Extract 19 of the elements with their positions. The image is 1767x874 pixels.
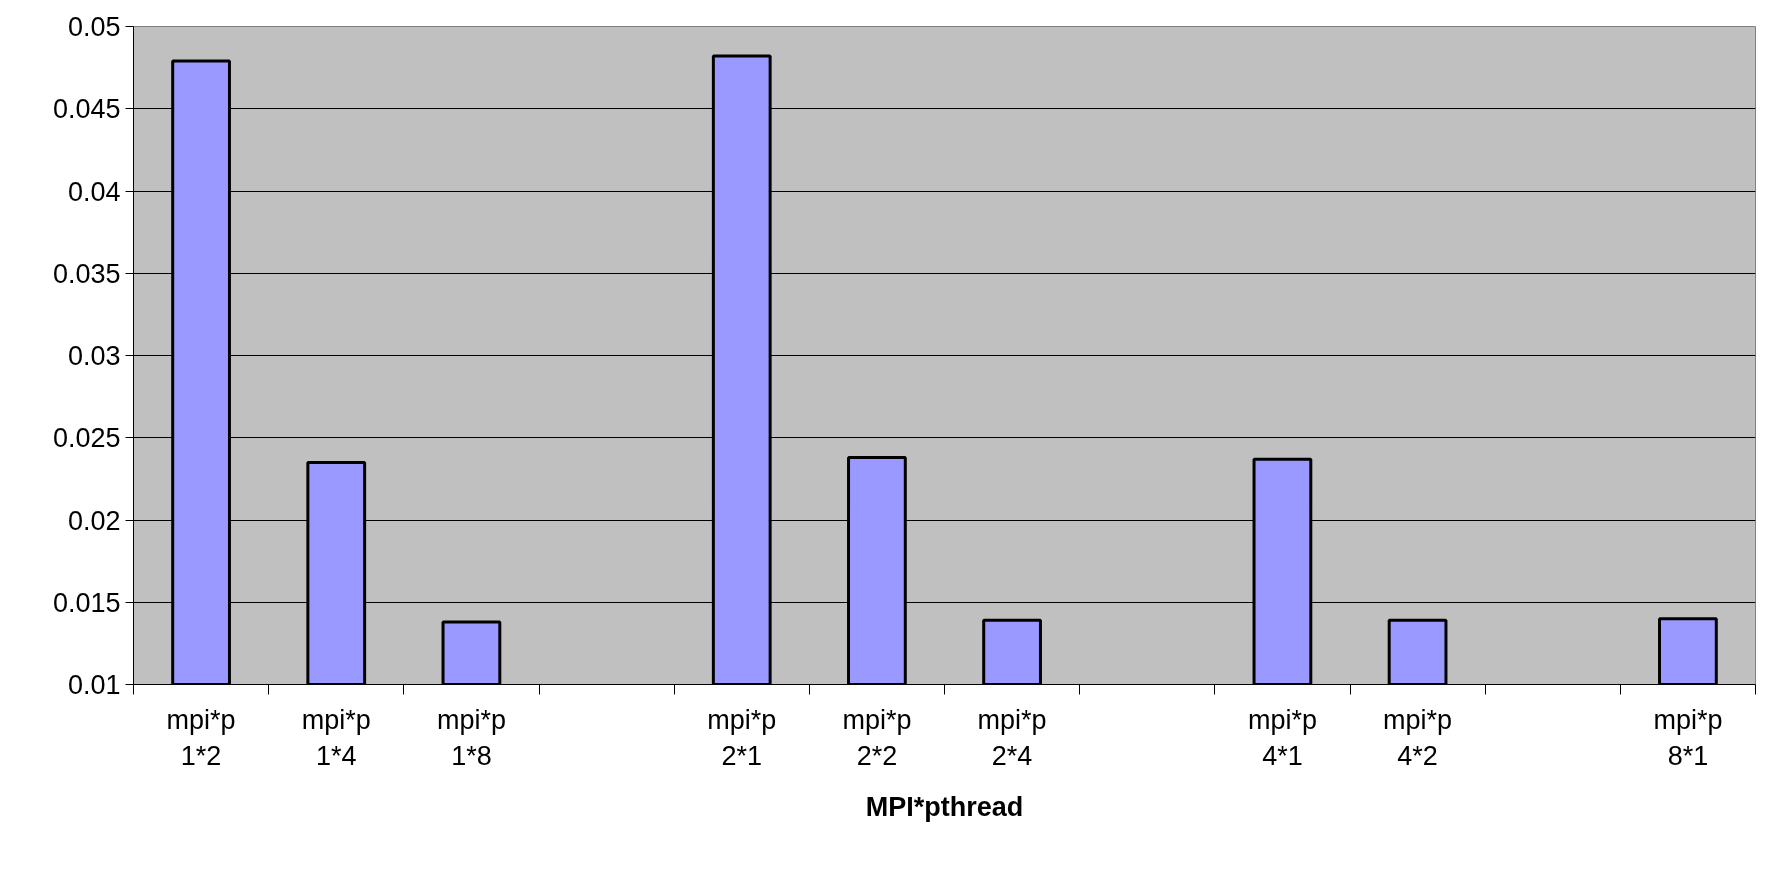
x-tick-label: mpi*p 8*1 <box>1653 704 1723 771</box>
x-tick-label: mpi*p 1*2 <box>166 704 236 771</box>
y-tick-label: 0.03 <box>67 341 121 371</box>
y-tick-label: 0.05 <box>67 12 121 42</box>
y-tick-label: 0.025 <box>52 423 121 454</box>
x-tick-label: mpi*p 4*2 <box>1383 704 1453 771</box>
x-axis-title: MPI*pthread <box>865 791 1024 822</box>
x-tick-label: mpi*p 4*1 <box>1247 704 1317 771</box>
y-tick-label: 0.045 <box>52 94 121 125</box>
y-tick-label: 0.035 <box>52 258 121 289</box>
x-tick-label: mpi*p 1*4 <box>301 704 371 771</box>
x-tick-label: mpi*p 2*2 <box>842 704 912 771</box>
x-tick-label: mpi*p 2*4 <box>977 704 1047 771</box>
x-tick-label: mpi*p 1*8 <box>436 704 506 771</box>
y-tick-label: 0.04 <box>67 176 121 207</box>
y-tick-label: 0.02 <box>67 505 121 536</box>
x-tick-label: mpi*p 2*1 <box>707 704 777 771</box>
y-tick-label: 0.01 <box>67 670 121 700</box>
y-tick-label: 0.015 <box>52 587 121 618</box>
